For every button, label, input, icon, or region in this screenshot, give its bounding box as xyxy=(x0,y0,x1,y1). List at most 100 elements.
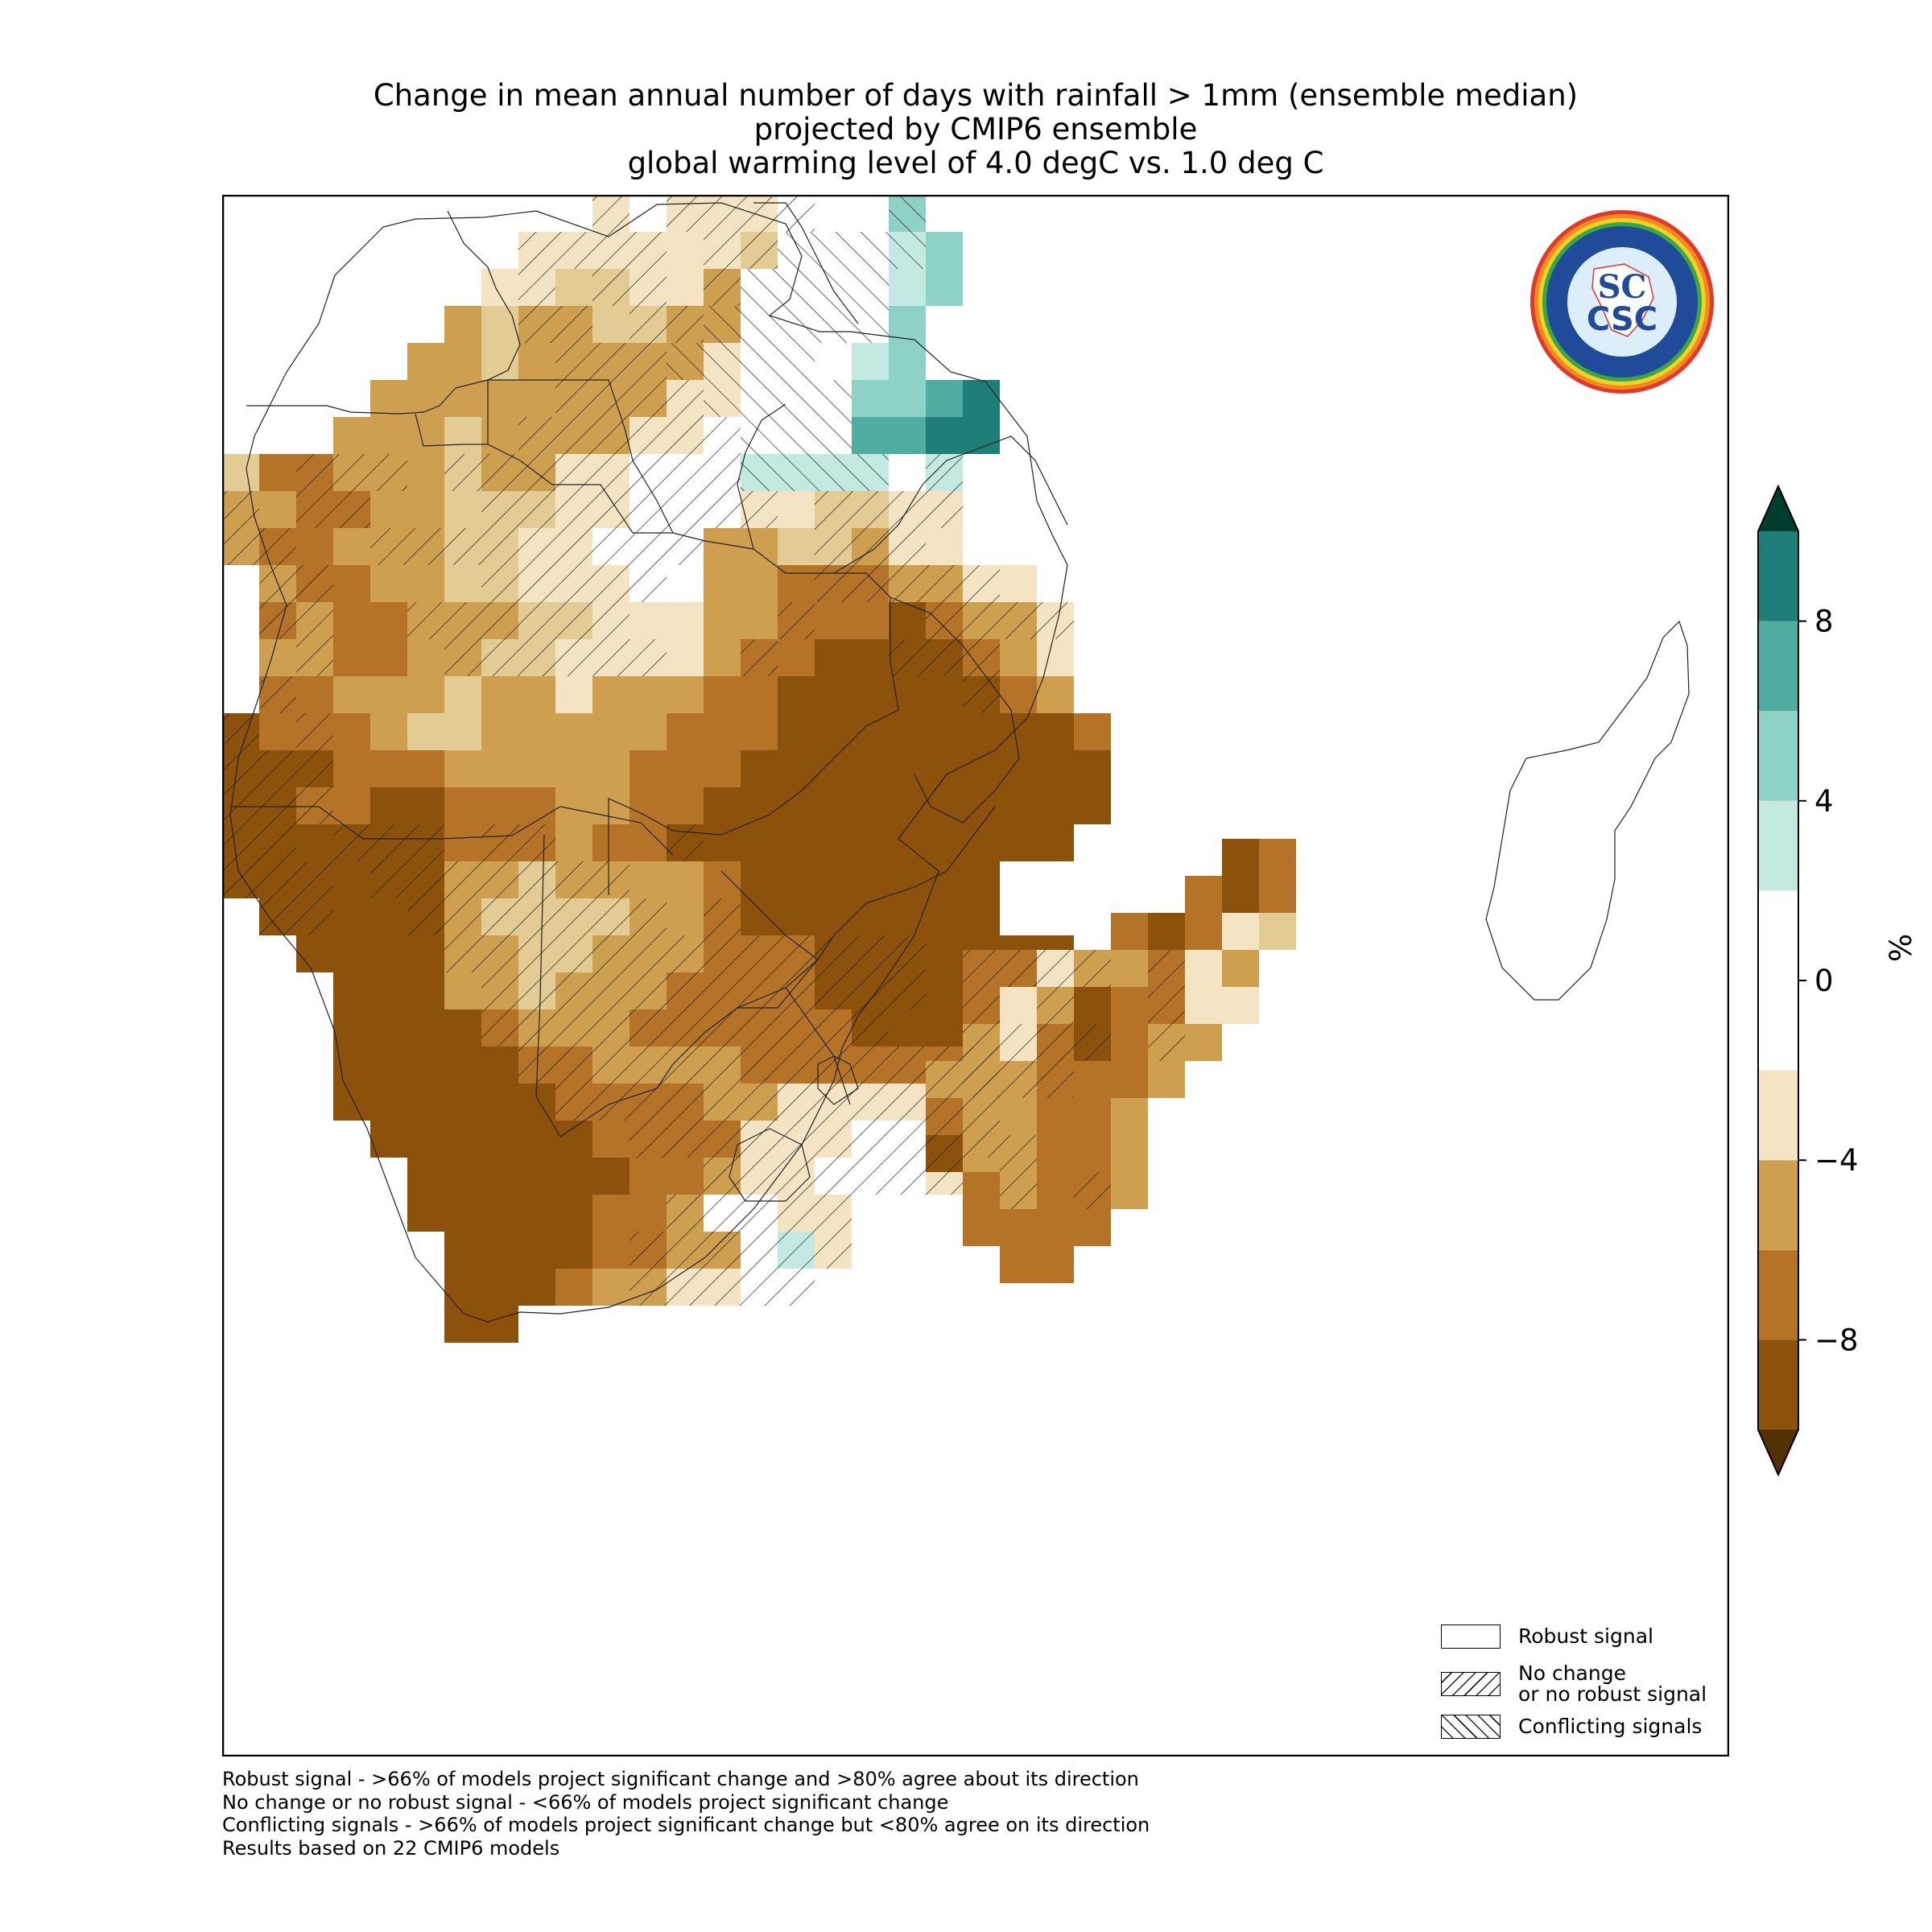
hatch-no-robust-signal xyxy=(926,1046,963,1084)
hatch-no-robust-signal xyxy=(296,750,333,787)
grid-cell xyxy=(444,565,481,602)
grid-cell xyxy=(1185,876,1222,913)
hatch-no-robust-signal xyxy=(592,1009,630,1046)
hatch-no-robust-signal xyxy=(296,898,333,935)
hatch-no-robust-signal xyxy=(259,528,296,565)
grid-cell xyxy=(481,1195,518,1232)
grid-cell xyxy=(741,750,778,787)
grid-cell xyxy=(741,528,778,565)
grid-cell xyxy=(259,713,296,750)
colorbar-band-7 xyxy=(1758,621,1798,712)
grid-cell xyxy=(333,1046,370,1084)
grid-cell xyxy=(630,750,667,787)
hatch-conflicting xyxy=(852,269,889,306)
grid-cell xyxy=(963,1172,1000,1209)
logo-emblem: SC CSC xyxy=(1530,210,1714,394)
grid-cell xyxy=(555,269,592,306)
hatch-no-robust-signal xyxy=(630,454,667,491)
grid-cell xyxy=(518,1269,555,1306)
hatch-no-robust-signal xyxy=(815,1084,852,1121)
grid-cell xyxy=(1148,913,1185,950)
hatch-no-robust-signal xyxy=(1000,1061,1037,1098)
grid-cell xyxy=(444,1158,481,1195)
hatch-no-robust-signal xyxy=(630,269,667,306)
grid-cell xyxy=(1111,1061,1148,1098)
hatch-conflicting xyxy=(778,417,815,454)
hatch-no-robust-signal xyxy=(704,1158,741,1195)
hatch-no-robust-signal xyxy=(815,972,852,1009)
grid-cell xyxy=(704,676,741,713)
grid-cell xyxy=(926,824,963,861)
grid-cell xyxy=(704,824,741,861)
hatch-no-robust-signal xyxy=(741,195,778,232)
grid-cell xyxy=(333,972,370,1009)
grid-cell xyxy=(518,1084,555,1121)
legend-swatch-conflicting xyxy=(1441,1715,1501,1739)
grid-cell xyxy=(667,676,704,713)
hatch-no-robust-signal xyxy=(370,528,407,565)
grid-cell xyxy=(926,935,963,972)
grid-cell xyxy=(667,232,704,269)
grid-cell xyxy=(481,713,518,750)
grid-cell xyxy=(1037,824,1074,861)
grid-cell xyxy=(444,1084,481,1121)
grid-cell xyxy=(444,1269,481,1306)
hatch-conflicting xyxy=(889,232,926,269)
grid-cell xyxy=(481,1158,518,1195)
hatch-no-robust-signal xyxy=(592,935,630,972)
grid-cell xyxy=(296,935,333,972)
grid-cell xyxy=(741,713,778,750)
hatch-no-robust-signal xyxy=(815,528,852,565)
grid-cell xyxy=(333,861,370,898)
grid-cell xyxy=(555,676,592,713)
hatch-no-robust-signal xyxy=(963,1061,1000,1098)
hatch-no-robust-signal xyxy=(444,898,481,935)
grid-cell xyxy=(1000,750,1037,787)
grid-cell xyxy=(407,565,444,602)
colorbar-tick-label: 0 xyxy=(1814,964,1834,998)
hatch-no-robust-signal xyxy=(852,972,889,1009)
grid-cell xyxy=(370,1084,407,1121)
hatch-no-robust-signal xyxy=(815,1195,852,1232)
footnote-no-change: No change or no robust signal - <66% of … xyxy=(222,1790,949,1814)
hatch-no-robust-signal xyxy=(1000,1024,1037,1061)
colorbar-band-4 xyxy=(1758,890,1798,1071)
hatch-no-robust-signal xyxy=(704,491,741,528)
hatch-no-robust-signal xyxy=(704,1121,741,1158)
grid-cell xyxy=(778,787,815,824)
colorbar-tick-label: 8 xyxy=(1814,605,1834,639)
hatch-no-robust-signal xyxy=(963,950,1000,987)
grid-cell xyxy=(889,454,926,491)
grid-cell xyxy=(963,713,1000,750)
grid-cell xyxy=(889,602,926,639)
country-borders xyxy=(229,202,1690,1323)
grid-cell xyxy=(630,787,667,824)
hatch-conflicting xyxy=(889,195,926,232)
hatch-no-robust-signal xyxy=(592,898,630,935)
hatch-no-robust-signal xyxy=(296,861,333,898)
hatch-no-robust-signal xyxy=(741,1009,778,1046)
grid-cell xyxy=(926,380,963,417)
hatch-no-robust-signal xyxy=(704,195,741,232)
hatch-no-robust-signal xyxy=(555,972,592,1009)
hatch-no-robust-signal xyxy=(518,935,555,972)
grid-cell xyxy=(370,417,407,454)
grid-cell xyxy=(926,269,963,306)
hatch-no-robust-signal xyxy=(222,528,259,565)
border-mozambique-zim xyxy=(817,806,996,960)
hatch-no-robust-signal xyxy=(852,491,889,528)
grid-cell xyxy=(852,602,889,639)
grid-cell xyxy=(852,750,889,787)
grid-cell xyxy=(1037,1246,1074,1283)
grid-cell xyxy=(889,750,926,787)
grid-cell xyxy=(407,676,444,713)
grid-cell xyxy=(1185,913,1222,950)
hatch-no-robust-signal xyxy=(518,898,555,935)
grid-cell xyxy=(481,676,518,713)
hatch-no-robust-signal xyxy=(592,528,630,565)
grid-cell xyxy=(333,1009,370,1046)
hatch-no-robust-signal xyxy=(222,824,259,861)
hatch-no-robust-signal xyxy=(889,935,926,972)
grid-cell xyxy=(926,676,963,713)
hatch-conflicting xyxy=(741,454,778,491)
